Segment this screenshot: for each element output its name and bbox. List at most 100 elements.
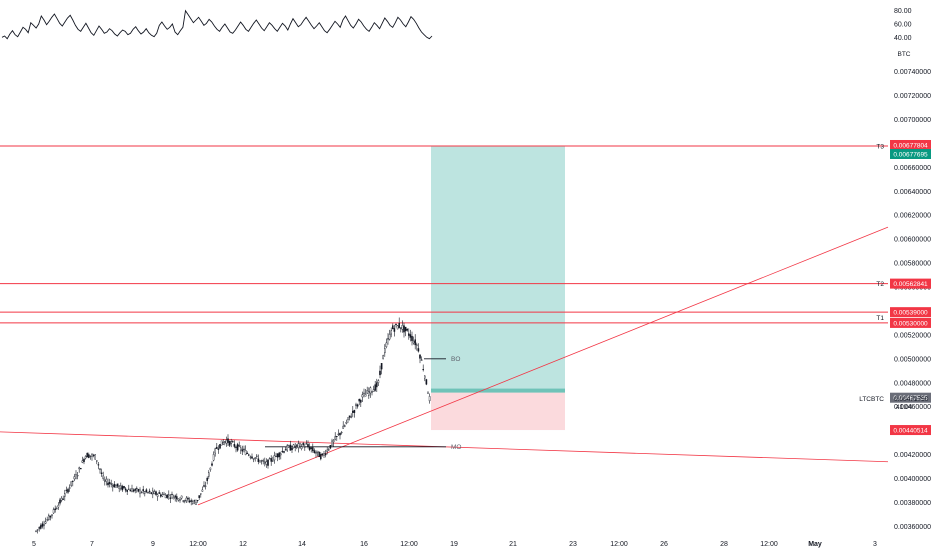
candle-body	[40, 525, 42, 529]
time-axis[interactable]: 5 7 9 12:00 12 14 16 12:00 19 21 23 12:00 26 28 12:00 M…	[32, 541, 877, 548]
candle-body	[340, 431, 343, 434]
candle-body	[262, 460, 265, 462]
candle-body	[247, 454, 250, 456]
horizontal-lines	[0, 145, 888, 324]
candle-body	[344, 425, 346, 427]
currency-label: BTC	[898, 51, 911, 58]
candle-body	[417, 348, 420, 352]
current-price-label: LTCBTC 0.00471750 41:04	[859, 396, 929, 411]
price-badge: 0.00539000	[890, 307, 931, 318]
candle-body	[211, 463, 213, 466]
candle-body	[115, 485, 117, 488]
candle-body	[97, 464, 100, 466]
candle-body	[380, 363, 383, 370]
candle-body	[249, 456, 252, 458]
time-tick-label: 12:00	[189, 541, 207, 548]
candle-body	[65, 489, 68, 491]
candle-body	[164, 495, 167, 499]
candle-body	[336, 435, 338, 437]
candle-body	[51, 514, 53, 516]
time-tick-label: 12:00	[610, 541, 628, 548]
candle-body	[239, 447, 242, 451]
profit-zone[interactable]	[431, 146, 565, 393]
candle-body	[348, 415, 351, 418]
time-tick-label: 3	[873, 541, 877, 548]
candle-body	[366, 390, 369, 394]
candle-body	[142, 489, 145, 492]
candle-body	[246, 452, 249, 454]
candle-body	[215, 446, 218, 449]
candle-body	[110, 483, 112, 485]
candle-body	[207, 472, 210, 477]
candle-body	[63, 493, 66, 497]
candle-body	[408, 333, 410, 336]
price-tick-label: 0.00500000	[894, 356, 931, 363]
candle-body	[44, 521, 47, 524]
price-tick-label: 0.00400000	[894, 476, 931, 483]
candle-body	[299, 443, 301, 446]
candle-body	[204, 485, 207, 487]
loss-zone[interactable]	[431, 392, 565, 431]
rsi-tick-label: 40.00	[894, 35, 912, 42]
candle-body	[166, 494, 169, 498]
candle-body	[188, 500, 191, 503]
candle-body	[180, 495, 183, 499]
candle-body	[283, 451, 285, 453]
time-tick-label: 12:00	[760, 541, 778, 548]
candle-body	[159, 494, 162, 497]
candle-body	[209, 467, 212, 470]
candle-body	[385, 342, 388, 347]
time-tick-label: 28	[720, 541, 728, 548]
candle-body	[243, 448, 245, 450]
price-badge-label: 0.00562841	[893, 281, 928, 288]
candle-body	[99, 468, 101, 470]
candle-body	[219, 444, 221, 449]
candle-body	[156, 494, 159, 497]
candle-body	[257, 458, 260, 462]
candle-body	[328, 449, 330, 451]
candle-body	[374, 384, 377, 391]
candle-body	[368, 391, 370, 396]
candle-body	[388, 334, 391, 340]
time-tick-label: 12	[239, 541, 247, 548]
candle-body	[79, 468, 82, 470]
candle-body	[315, 452, 317, 454]
time-tick-label: 9	[151, 541, 155, 548]
candle-body	[198, 495, 201, 498]
rsi-tick-label: 80.00	[894, 8, 912, 15]
price-axis[interactable]: BTC 0.007400000.007200000.007000000.0068…	[859, 51, 931, 531]
candle-body	[387, 338, 389, 340]
candle-body	[353, 410, 356, 413]
candle-body	[273, 455, 276, 461]
candle-body	[68, 487, 71, 489]
candle-body	[280, 453, 282, 456]
candle-body	[284, 449, 287, 451]
candle-body	[356, 404, 359, 407]
candle-body	[403, 325, 405, 333]
candle-body	[174, 495, 177, 498]
candle-body	[150, 492, 153, 494]
price-tick-label: 0.00640000	[894, 189, 931, 196]
candle-body	[305, 443, 308, 445]
candle-body	[123, 486, 125, 489]
candle-body	[425, 379, 428, 385]
candle-body	[126, 489, 128, 492]
candle-body	[89, 455, 92, 457]
candle-body	[256, 455, 258, 457]
price-tick-label: 0.00660000	[894, 165, 931, 172]
candle-body	[300, 446, 303, 449]
candle-body	[71, 480, 74, 482]
candle-body	[177, 498, 180, 501]
candle-body	[134, 488, 137, 491]
price-tick-label: 0.00380000	[894, 500, 931, 507]
candle-body	[75, 474, 77, 479]
candle-body	[139, 489, 141, 494]
time-tick-label: 19	[450, 541, 458, 548]
candle-body	[244, 450, 247, 455]
candle-body	[161, 494, 164, 497]
candle-body	[297, 443, 300, 448]
candle-body	[308, 447, 311, 450]
candle-body	[38, 527, 40, 529]
candle-body	[358, 399, 361, 402]
